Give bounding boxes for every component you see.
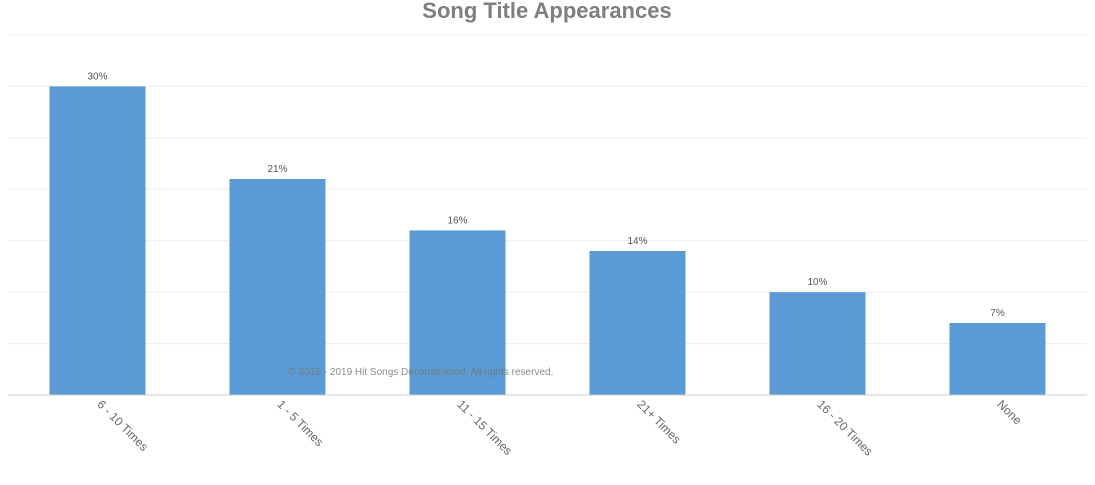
data-labels: 30% 21% 16% 14% 10% 7% xyxy=(87,71,1004,319)
bar xyxy=(949,323,1046,395)
data-label: 21% xyxy=(267,164,287,175)
x-tick-label: 11 - 15 Times xyxy=(454,397,515,458)
x-tick-label: 16 - 20 Times xyxy=(814,397,875,458)
bar xyxy=(409,230,506,395)
data-label: 30% xyxy=(87,71,107,82)
bar xyxy=(229,179,326,395)
bar xyxy=(49,86,146,395)
x-tick-label: 21+ Times xyxy=(634,397,683,446)
bar xyxy=(769,292,866,395)
data-label: 7% xyxy=(990,308,1005,319)
x-axis-ticks: 6 - 10 Times 1 - 5 Times 11 - 15 Times 21+ … xyxy=(94,397,1024,458)
data-label: 10% xyxy=(807,277,827,288)
copyright-watermark: © 2016 - 2019 Hit Songs Deconstructed. A… xyxy=(289,367,554,378)
x-tick-label: None xyxy=(994,397,1024,427)
data-label: 14% xyxy=(627,236,647,247)
x-tick-label: 1 - 5 Times xyxy=(274,397,326,449)
chart-title: Song Title Appearances xyxy=(422,0,671,23)
bar xyxy=(589,251,686,395)
gridlines xyxy=(8,34,1087,345)
bars xyxy=(49,86,1046,395)
x-tick-label: 6 - 10 Times xyxy=(94,397,151,454)
data-label: 16% xyxy=(447,215,467,226)
